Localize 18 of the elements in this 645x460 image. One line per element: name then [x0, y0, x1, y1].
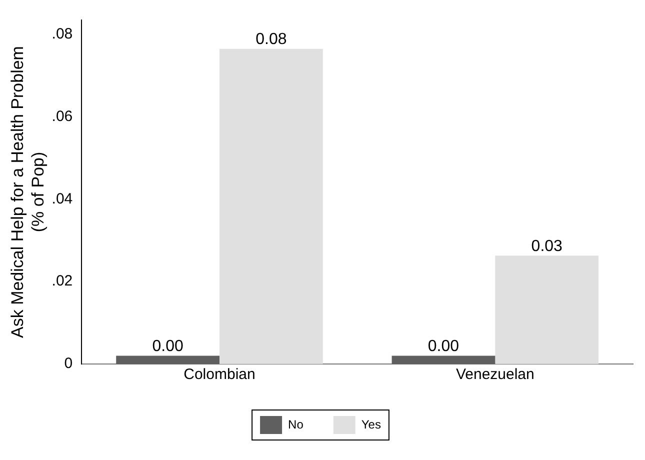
data-label: 0.00: [152, 338, 184, 356]
data-label: 0.08: [256, 31, 287, 48]
bar: [392, 356, 496, 364]
legend-label: No: [288, 417, 304, 432]
bar: [495, 256, 599, 364]
y-tick-label: .08: [52, 26, 73, 43]
x-tick-label: Venezuelan: [456, 366, 534, 384]
y-tick-label: 0: [64, 355, 73, 372]
y-tick-label: .02: [52, 272, 73, 290]
bar: [116, 356, 220, 364]
y-tick-label: .04: [52, 190, 73, 208]
x-tick-label: Colombian: [184, 366, 256, 384]
bar: [219, 48, 323, 364]
data-label: 0.00: [428, 338, 460, 356]
y-tick-label: .06: [52, 108, 73, 125]
y-axis-title: Ask Medical Help for a Health Problem (% of Pop): [8, 46, 48, 338]
data-label: 0.03: [531, 238, 563, 256]
legend-label: Yes: [361, 417, 381, 432]
